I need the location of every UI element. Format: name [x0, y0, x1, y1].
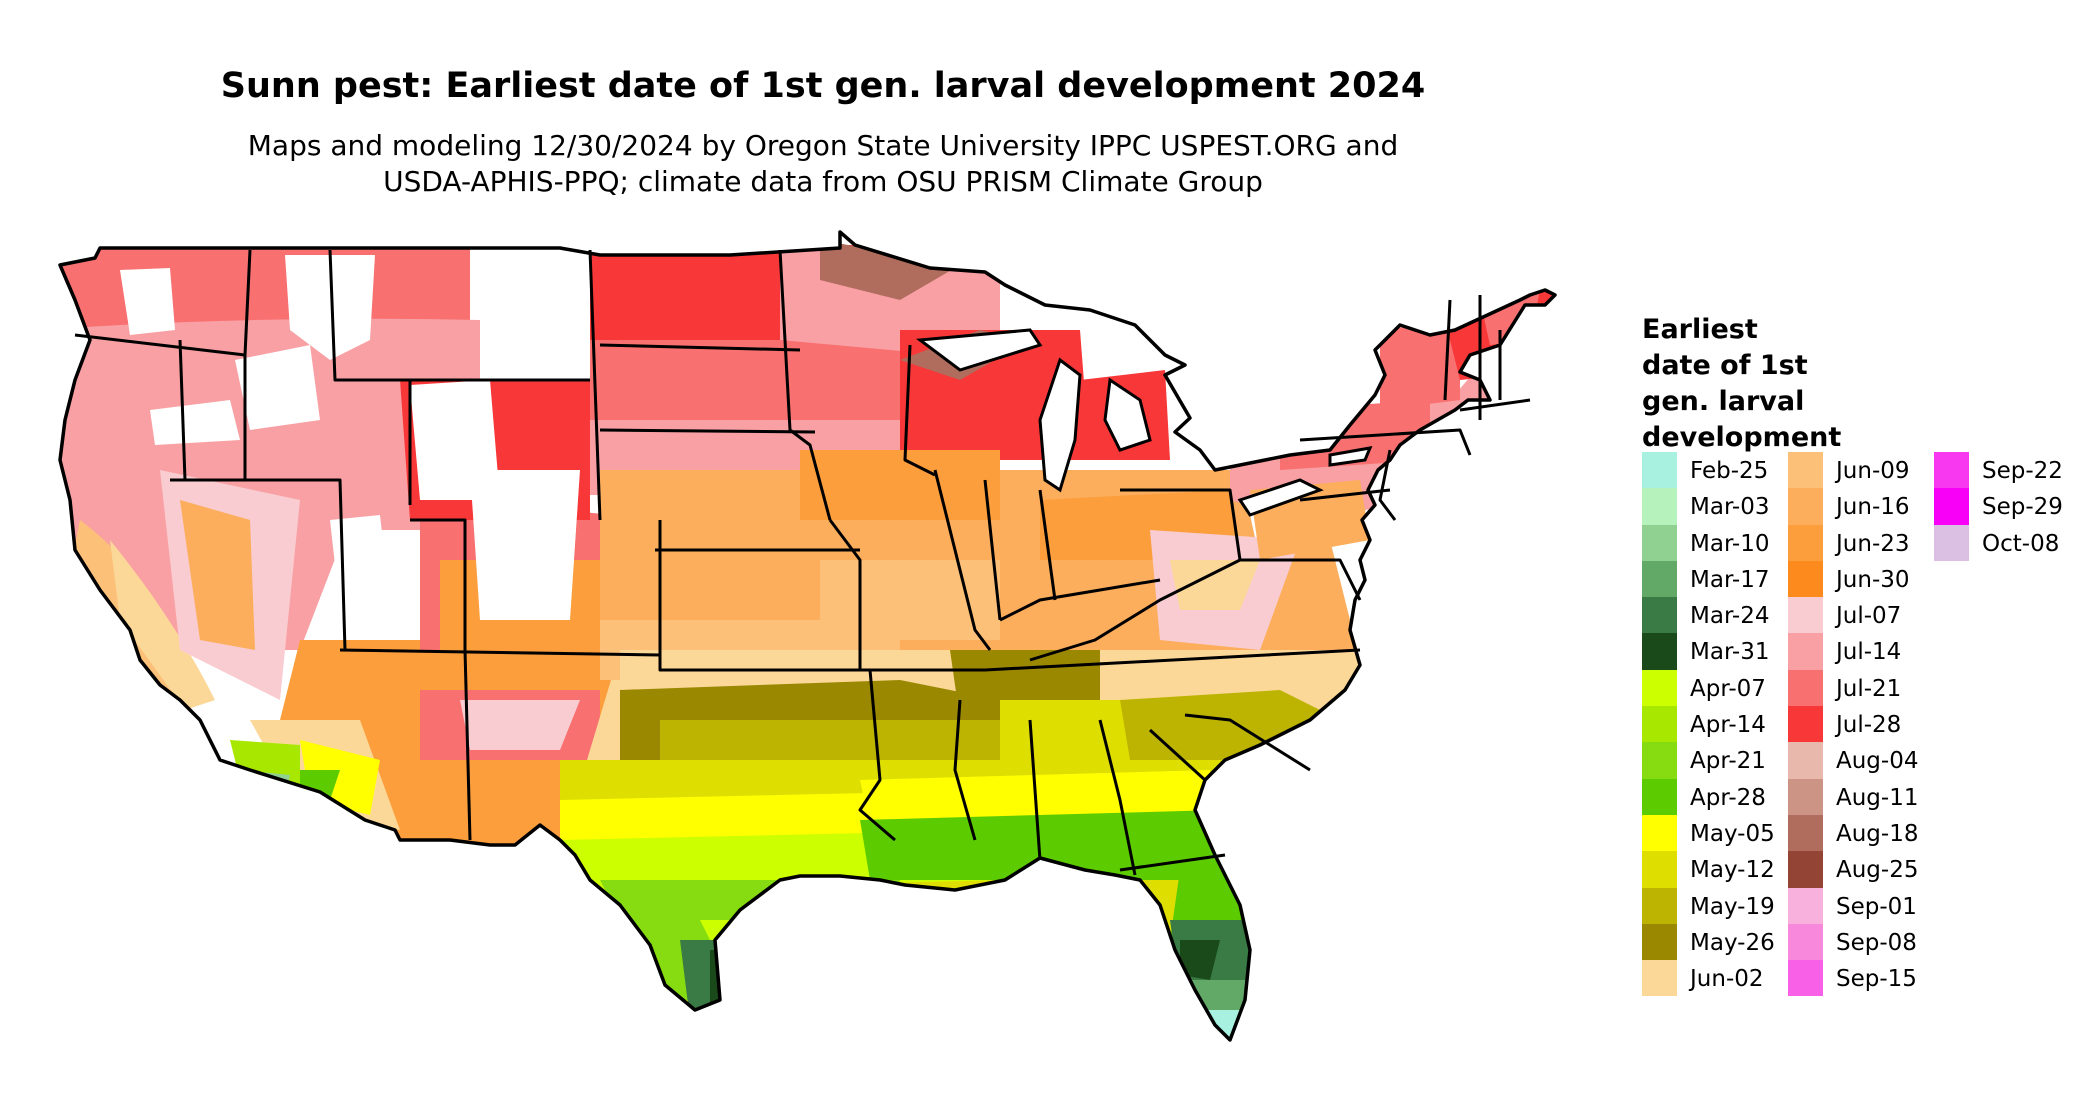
legend-label: Jun-30 — [1836, 566, 1910, 593]
map-subtitle: Maps and modeling 12/30/2024 by Oregon S… — [0, 128, 1646, 200]
legend-swatch — [1642, 742, 1677, 779]
legend-swatch — [1642, 524, 1677, 561]
legend-swatch — [1934, 452, 1969, 489]
legend-label: Sep-01 — [1836, 893, 1917, 920]
legend-swatch — [1642, 488, 1677, 525]
legend-label: Sep-08 — [1836, 929, 1917, 956]
legend-swatch — [1788, 778, 1823, 815]
legend-swatch — [1642, 887, 1677, 924]
legend-swatch — [1788, 597, 1823, 634]
great-lakes — [915, 328, 1373, 517]
legend-swatch — [1788, 669, 1823, 707]
legend-swatch — [1788, 706, 1823, 743]
legend-swatch — [1788, 633, 1823, 670]
legend-swatch — [1642, 633, 1677, 670]
legend-title-line: date of 1st — [1642, 350, 1808, 381]
legend-label: Aug-11 — [1836, 784, 1919, 811]
legend-label: Aug-25 — [1836, 857, 1919, 884]
legend-swatch — [1788, 452, 1823, 489]
legend-label: May-26 — [1690, 929, 1775, 956]
subtitle-line-2: USDA-APHIS-PPQ; climate data from OSU PR… — [383, 165, 1263, 198]
legend-label: Jul-21 — [1836, 675, 1902, 702]
legend-swatch — [1642, 851, 1677, 888]
legend-label: Sep-29 — [1982, 494, 2063, 521]
legend-swatch — [1642, 706, 1677, 743]
state-borders — [74, 249, 1531, 876]
legend-swatch — [1642, 960, 1677, 997]
us-outline — [58, 230, 1557, 1042]
legend-swatch — [1934, 488, 1969, 525]
us-phenology-map — [58, 230, 1557, 1042]
phenology-raster — [60, 232, 1555, 1040]
legend-swatch — [1788, 851, 1823, 888]
legend-swatch — [1934, 524, 1969, 561]
legend-label: Jun-02 — [1690, 966, 1764, 993]
legend-swatch — [1788, 814, 1823, 852]
legend-label: Apr-14 — [1690, 712, 1766, 739]
legend-title-line: gen. larval — [1642, 386, 1805, 417]
legend-label: Jul-28 — [1836, 712, 1902, 739]
legend-label: Feb-25 — [1690, 458, 1769, 484]
no-development-areas — [120, 255, 580, 620]
legend-label: Jun-16 — [1836, 494, 1910, 521]
legend-label: Jun-09 — [1836, 458, 1910, 484]
legend-label: Mar-03 — [1690, 494, 1770, 521]
legend-label: Apr-07 — [1690, 675, 1766, 702]
legend-swatch — [1788, 960, 1823, 997]
legend-swatch — [1642, 778, 1677, 815]
legend-label: Aug-04 — [1836, 748, 1919, 775]
legend-swatch — [1788, 488, 1823, 525]
legend-label: Oct-08 — [1982, 530, 2060, 557]
legend-swatch — [1642, 669, 1677, 707]
legend-label: Apr-21 — [1690, 748, 1766, 775]
legend-label: Mar-31 — [1690, 639, 1770, 666]
legend-label: Apr-28 — [1690, 784, 1766, 811]
legend-swatch — [1642, 923, 1677, 961]
legend-swatch — [1642, 814, 1677, 852]
legend-title-line: Earliest — [1642, 314, 1758, 345]
legend-label: Aug-18 — [1836, 820, 1919, 847]
legend-swatch — [1642, 597, 1677, 634]
legend-swatch — [1788, 524, 1823, 561]
subtitle-line-1: Maps and modeling 12/30/2024 by Oregon S… — [247, 129, 1399, 162]
legend-swatch — [1788, 742, 1823, 779]
legend: Earliest date of 1st gen. larval develop… — [1642, 312, 2082, 997]
legend-swatch — [1642, 452, 1677, 489]
legend-label: May-19 — [1690, 893, 1775, 920]
legend-swatch — [1788, 560, 1823, 598]
legend-label: Jul-07 — [1836, 603, 1902, 630]
legend-label: Mar-17 — [1690, 566, 1770, 593]
legend-swatch — [1642, 560, 1677, 598]
legend-title: Earliest date of 1st gen. larval develop… — [1642, 312, 1912, 456]
legend-label: Jul-14 — [1836, 639, 1902, 666]
legend-swatch — [1788, 887, 1823, 924]
legend-swatch — [1788, 923, 1823, 961]
legend-title-line: development — [1642, 422, 1842, 453]
legend-label: Mar-24 — [1690, 603, 1770, 630]
map-title: Sunn pest: Earliest date of 1st gen. lar… — [220, 66, 1426, 106]
legend-label: Sep-15 — [1836, 966, 1917, 993]
legend-label: Jun-23 — [1836, 530, 1910, 557]
legend-label: May-12 — [1690, 857, 1775, 884]
legend-label: Mar-10 — [1690, 530, 1770, 557]
legend-label: May-05 — [1690, 820, 1775, 847]
legend-label: Sep-22 — [1982, 458, 2063, 484]
